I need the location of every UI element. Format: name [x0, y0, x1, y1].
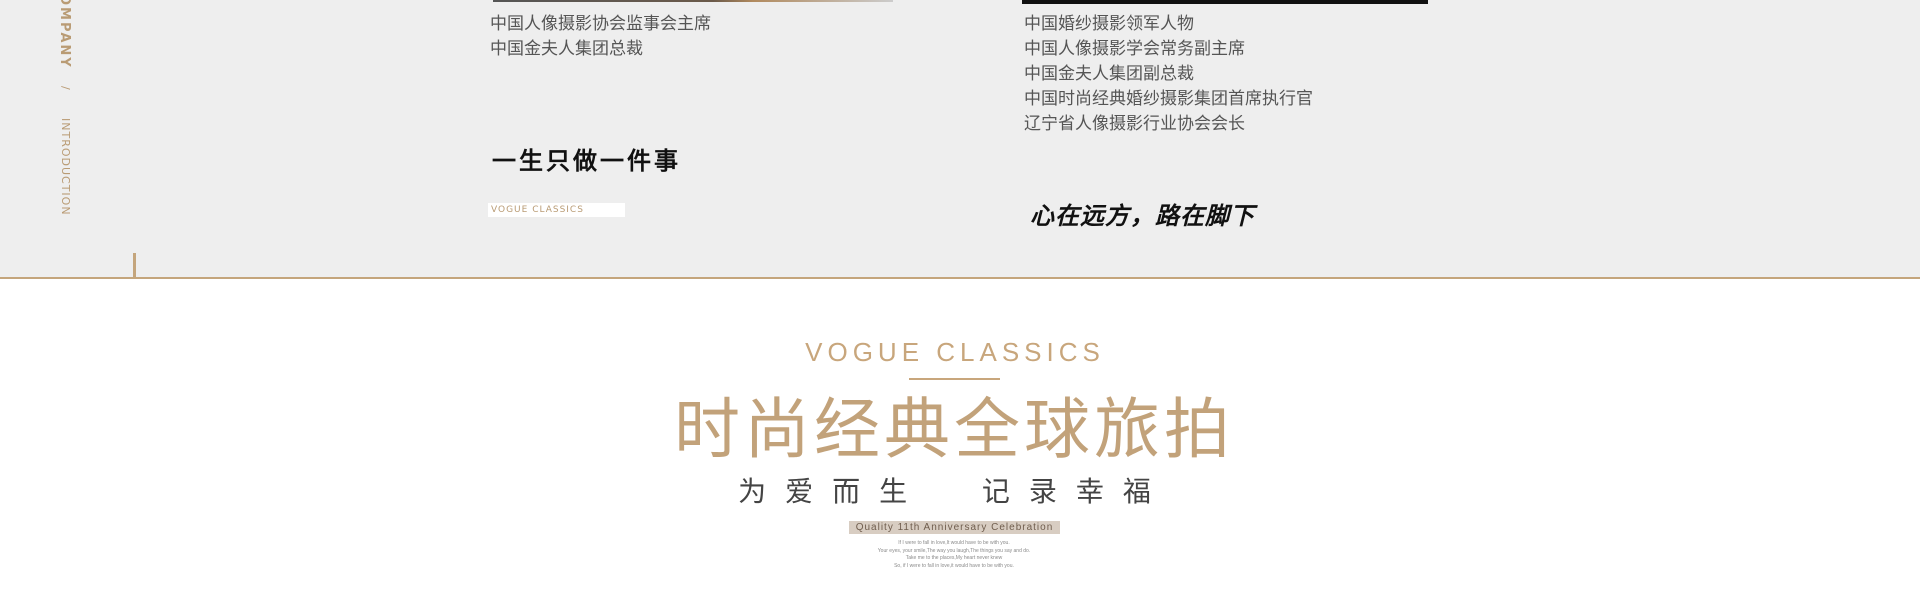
introduction-label[interactable]: INTRODUCTION	[59, 118, 72, 216]
feature-tagline: 为爱而生 记录幸福	[738, 475, 1170, 508]
company-label: OMPANY	[57, 0, 72, 69]
poem-line-4: So, if I were to fall in love,it would h…	[894, 562, 1014, 569]
left-portrait-image	[493, 0, 893, 2]
left-motto: 一生只做一件事	[492, 146, 681, 175]
nav-separator: /	[59, 86, 72, 90]
right-title-5: 辽宁省人像摄影行业协会会长	[1024, 114, 1245, 134]
right-portrait-image	[1022, 0, 1428, 4]
eyebrow-underline	[909, 378, 1000, 380]
right-profile-titles: 中国婚纱摄影领军人物 中国人像摄影学会常务副主席 中国金夫人集团副总裁 中国时尚…	[1024, 12, 1313, 137]
section-divider	[0, 277, 1920, 279]
feature-poem: If I were to fall in love,It would have …	[0, 540, 1908, 570]
poem-line-1: If I were to fall in love,It would have …	[898, 540, 1010, 546]
left-profile-titles: 中国人像摄影协会监事会主席 中国金夫人集团总裁	[490, 12, 711, 62]
right-title-3: 中国金夫人集团副总裁	[1024, 64, 1194, 84]
right-title-1: 中国婚纱摄影领军人物	[1024, 14, 1194, 34]
feature-eyebrow: VOGUE CLASSICS	[805, 337, 1105, 367]
left-brand-tag: VOGUE CLASSICS	[488, 203, 625, 217]
anniversary-badge: Quality 11th Anniversary Celebration	[849, 521, 1060, 534]
intro-section: OMPANY / INTRODUCTION 中国人像摄影协会监事会主席 中国金夫…	[0, 0, 1920, 277]
right-title-2: 中国人像摄影学会常务副主席	[1024, 39, 1245, 59]
feature-headline: 时尚经典全球旅拍	[674, 391, 1234, 468]
right-motto: 心在远方，路在脚下	[1030, 201, 1255, 230]
poem-line-3: Take me to the places,My heart never kne…	[905, 555, 1003, 561]
accent-tick	[133, 253, 136, 277]
left-title-1: 中国人像摄影协会监事会主席	[490, 14, 711, 34]
right-title-4: 中国时尚经典婚纱摄影集团首席执行官	[1024, 89, 1313, 109]
poem-line-2: Your eyes, your smile,The way you laugh,…	[877, 547, 1031, 554]
left-title-2: 中国金夫人集团总裁	[490, 39, 643, 59]
